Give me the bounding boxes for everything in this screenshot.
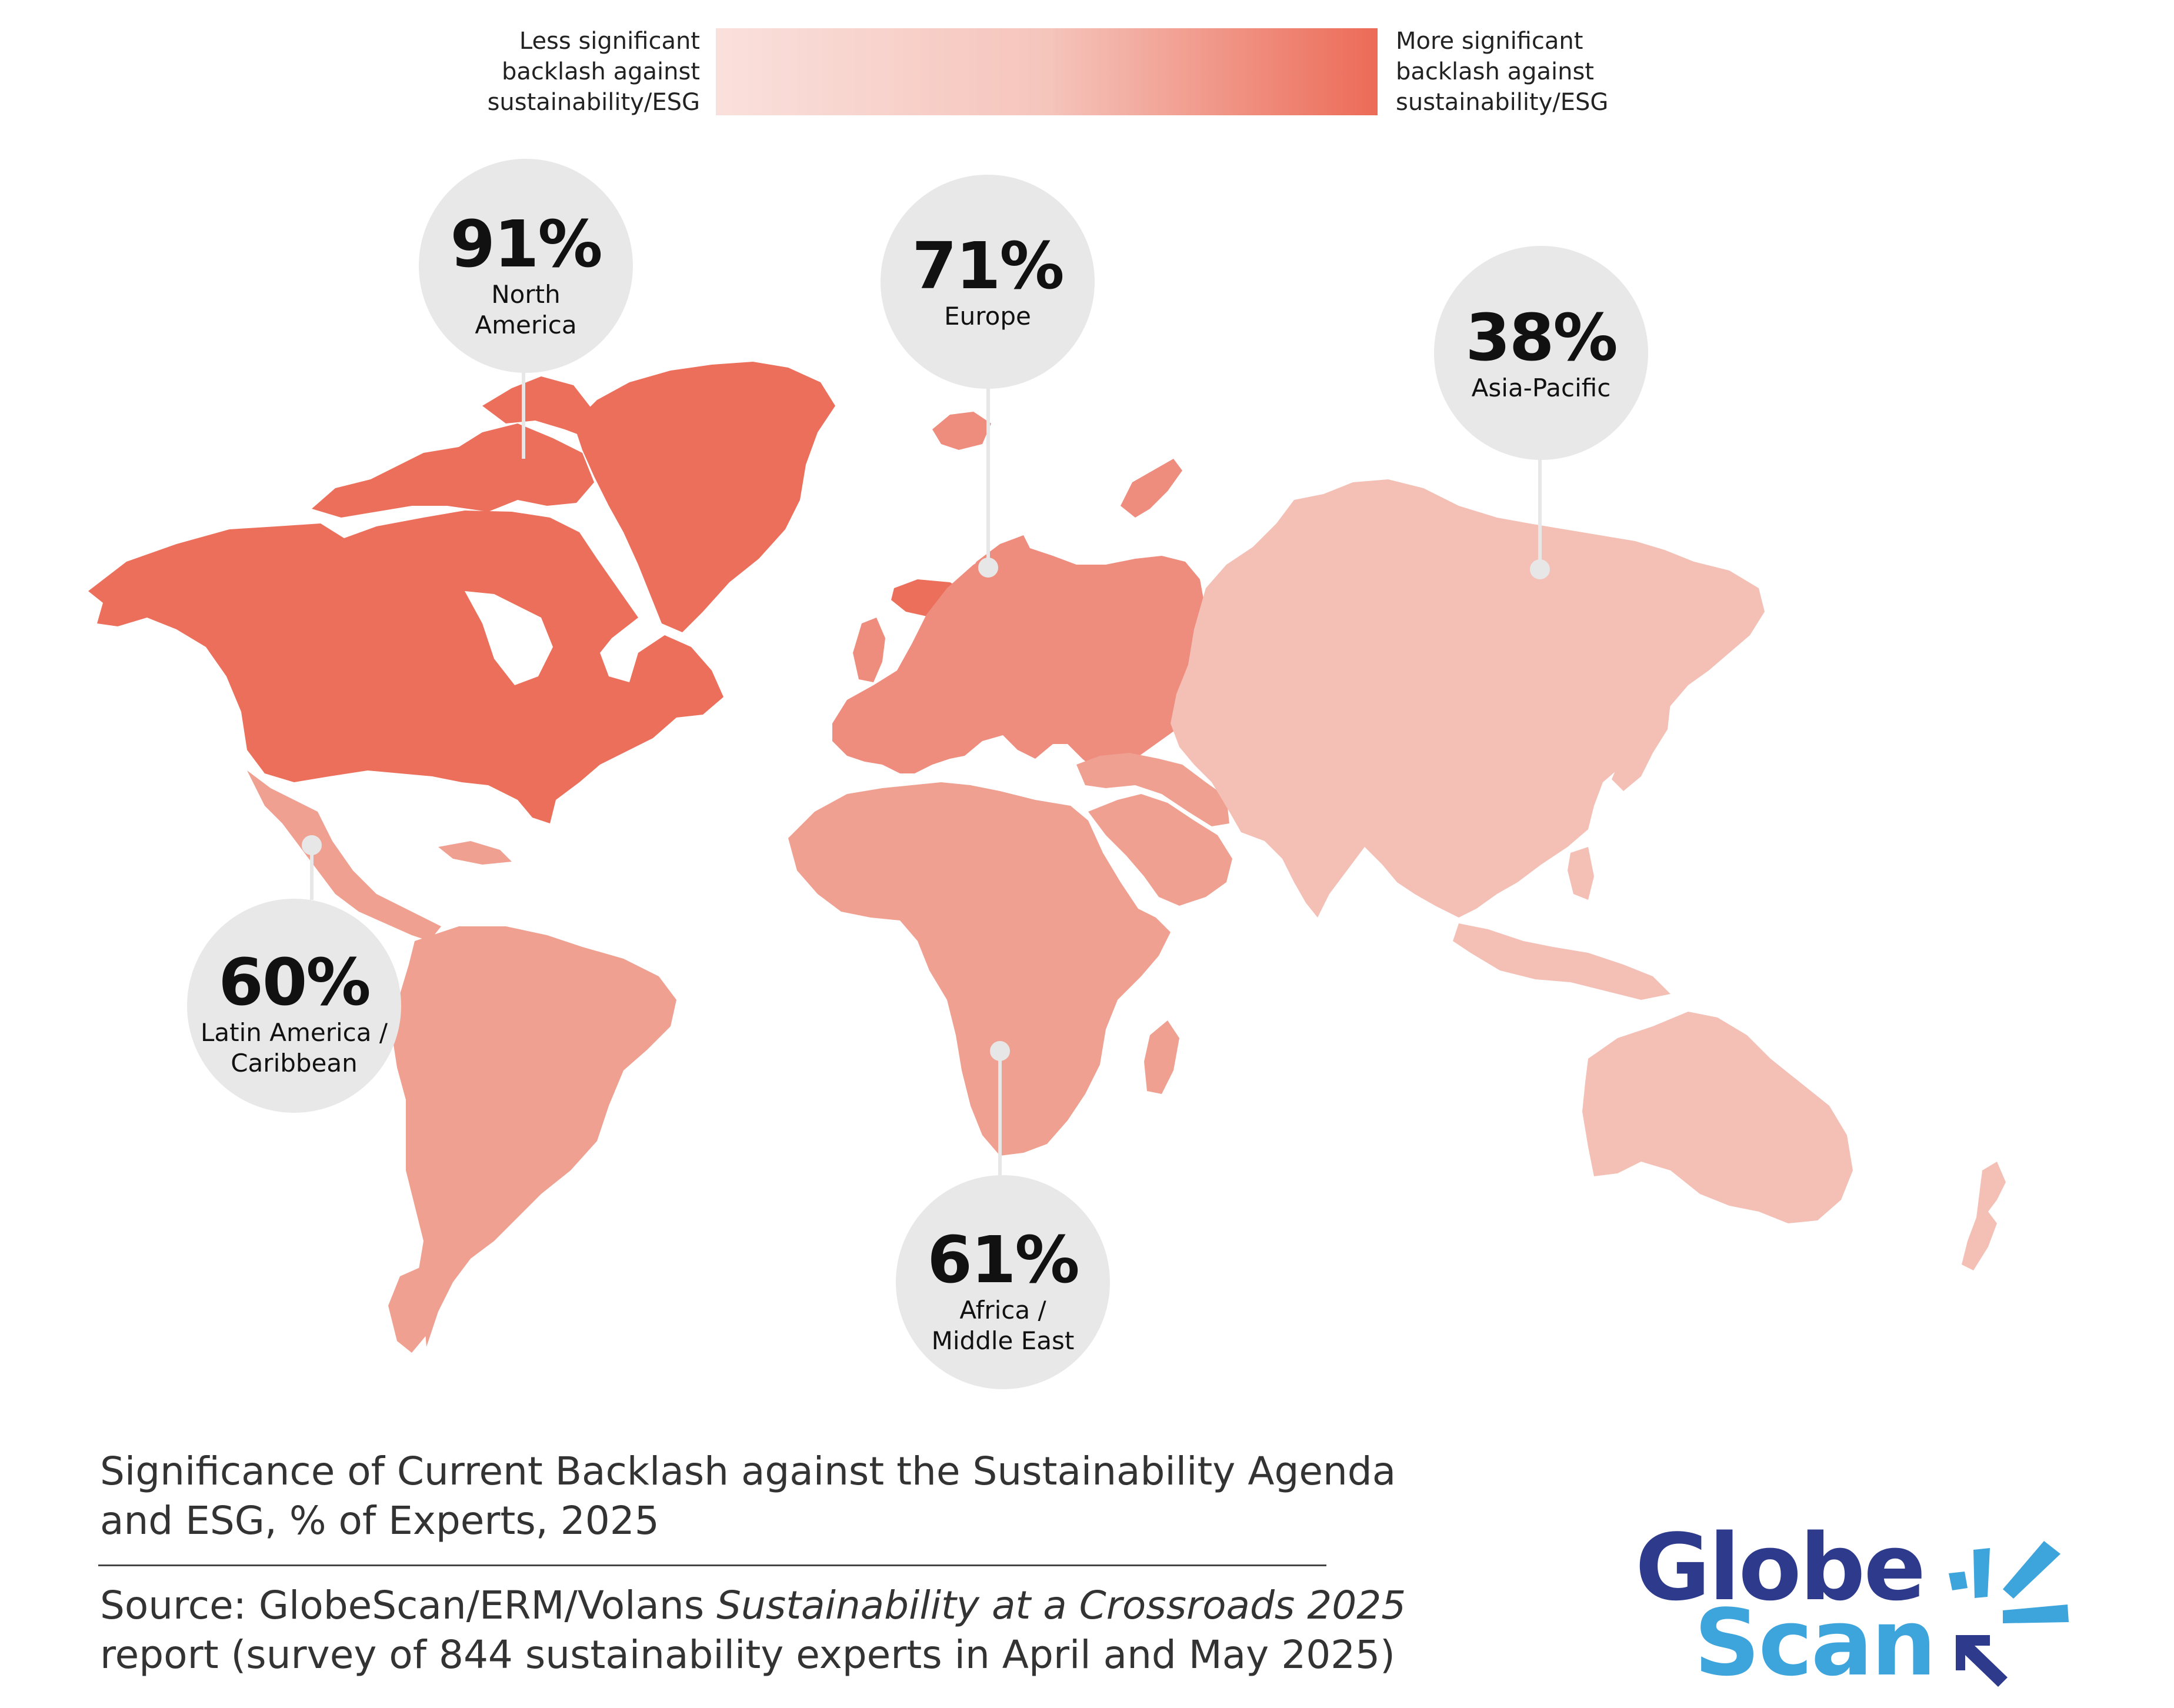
africa-landmass <box>788 782 1171 1156</box>
figure-caption: Significance of Current Backlash against… <box>100 1447 1396 1546</box>
svalbard <box>932 412 991 450</box>
madagascar <box>1144 1020 1179 1094</box>
pct-north-america: 91% <box>450 206 602 282</box>
bubble-africa <box>896 1175 1110 1389</box>
bubble-north-america <box>419 159 633 373</box>
anchor-asia-pacific <box>1530 559 1550 579</box>
europe-landmass <box>832 547 1209 776</box>
bubble-latin-america <box>187 899 401 1113</box>
pct-africa: 61% <box>927 1222 1079 1297</box>
caption-line-1: Significance of Current Backlash against… <box>100 1449 1396 1494</box>
source-line-2: report (survey of 844 sustainability exp… <box>100 1632 1395 1677</box>
caption-divider <box>98 1564 1326 1566</box>
source-note: Source: GlobeScan/ERM/Volans Sustainabil… <box>100 1581 1406 1680</box>
logo-word-scan: Scan <box>1694 1589 1936 1696</box>
label-latin-america-2: Caribbean <box>231 1049 358 1077</box>
pct-asia-pacific: 38% <box>1465 300 1618 375</box>
source-report-title: Sustainability at a Crossroads 2025 <box>716 1583 1406 1628</box>
region-asia-pacific <box>1171 479 2006 1270</box>
south-america-landmass <box>391 926 676 1347</box>
bubble-asia-pacific <box>1434 246 1648 460</box>
anchor-europe <box>978 558 998 578</box>
region-north-america <box>88 362 971 823</box>
caribbean-islands <box>438 841 512 865</box>
central-america-landmass <box>247 770 441 941</box>
starburst-arrow-icon <box>1949 1541 2069 1687</box>
label-north-america-2: America <box>475 311 577 339</box>
north-america-landmass <box>88 511 723 823</box>
greenland <box>573 362 835 632</box>
callout-africa: 61% Africa / Middle East <box>915 1225 1091 1356</box>
southeast-asia-islands <box>1453 923 1670 1000</box>
pct-latin-america: 60% <box>218 945 371 1020</box>
japan <box>1612 697 1670 791</box>
anchor-latin-america <box>302 835 322 855</box>
asia-landmass <box>1171 479 1765 918</box>
arabian-peninsula <box>1088 794 1232 906</box>
label-latin-america-1: Latin America / <box>201 1018 388 1047</box>
legend-high-label: More significant backlash against sustai… <box>1396 28 1609 116</box>
callout-bubbles <box>187 159 1648 1389</box>
hudson-bay-shore <box>465 591 553 685</box>
label-africa-1: Africa / <box>959 1296 1046 1325</box>
novaya-zemlya <box>1121 459 1182 518</box>
logo-word-globe: Globe <box>1635 1514 1926 1621</box>
callout-latin-america: 60% Latin America / Caribbean <box>188 947 400 1079</box>
scandinavia <box>956 535 1035 644</box>
great-britain <box>853 618 885 682</box>
caption-line-2: and ESG, % of Experts, 2025 <box>100 1498 659 1543</box>
region-africa-middle-east <box>788 753 1232 1156</box>
label-north-america-1: North <box>491 280 561 309</box>
middle-east-mainland <box>1076 753 1229 826</box>
bubble-europe <box>881 175 1095 389</box>
label-africa-2: Middle East <box>931 1326 1075 1355</box>
callout-asia-pacific: 38% Asia-Pacific <box>1453 302 1629 403</box>
source-lead: Source: GlobeScan/ERM/Volans <box>100 1583 717 1628</box>
legend-gradient-bar <box>716 28 1378 115</box>
new-zealand <box>1962 1162 2006 1270</box>
callout-leaders <box>302 365 1550 1176</box>
callout-north-america: 91% North America <box>438 209 614 341</box>
philippines <box>1568 847 1594 900</box>
region-latin-america <box>247 770 676 1353</box>
canadian-arctic-islands <box>312 423 594 518</box>
region-europe <box>832 412 1209 776</box>
australia <box>1582 1012 1853 1223</box>
kamchatka <box>1685 582 1729 644</box>
anchor-africa <box>990 1041 1010 1061</box>
legend-low-label: Less significant backlash against sustai… <box>487 28 700 116</box>
pct-europe: 71% <box>912 228 1064 303</box>
tierra-del-fuego <box>388 1265 435 1353</box>
label-asia-pacific: Asia-Pacific <box>1471 373 1611 402</box>
callout-europe: 71% Europe <box>899 231 1076 332</box>
label-europe: Europe <box>944 302 1031 331</box>
baffin-island <box>482 376 594 438</box>
